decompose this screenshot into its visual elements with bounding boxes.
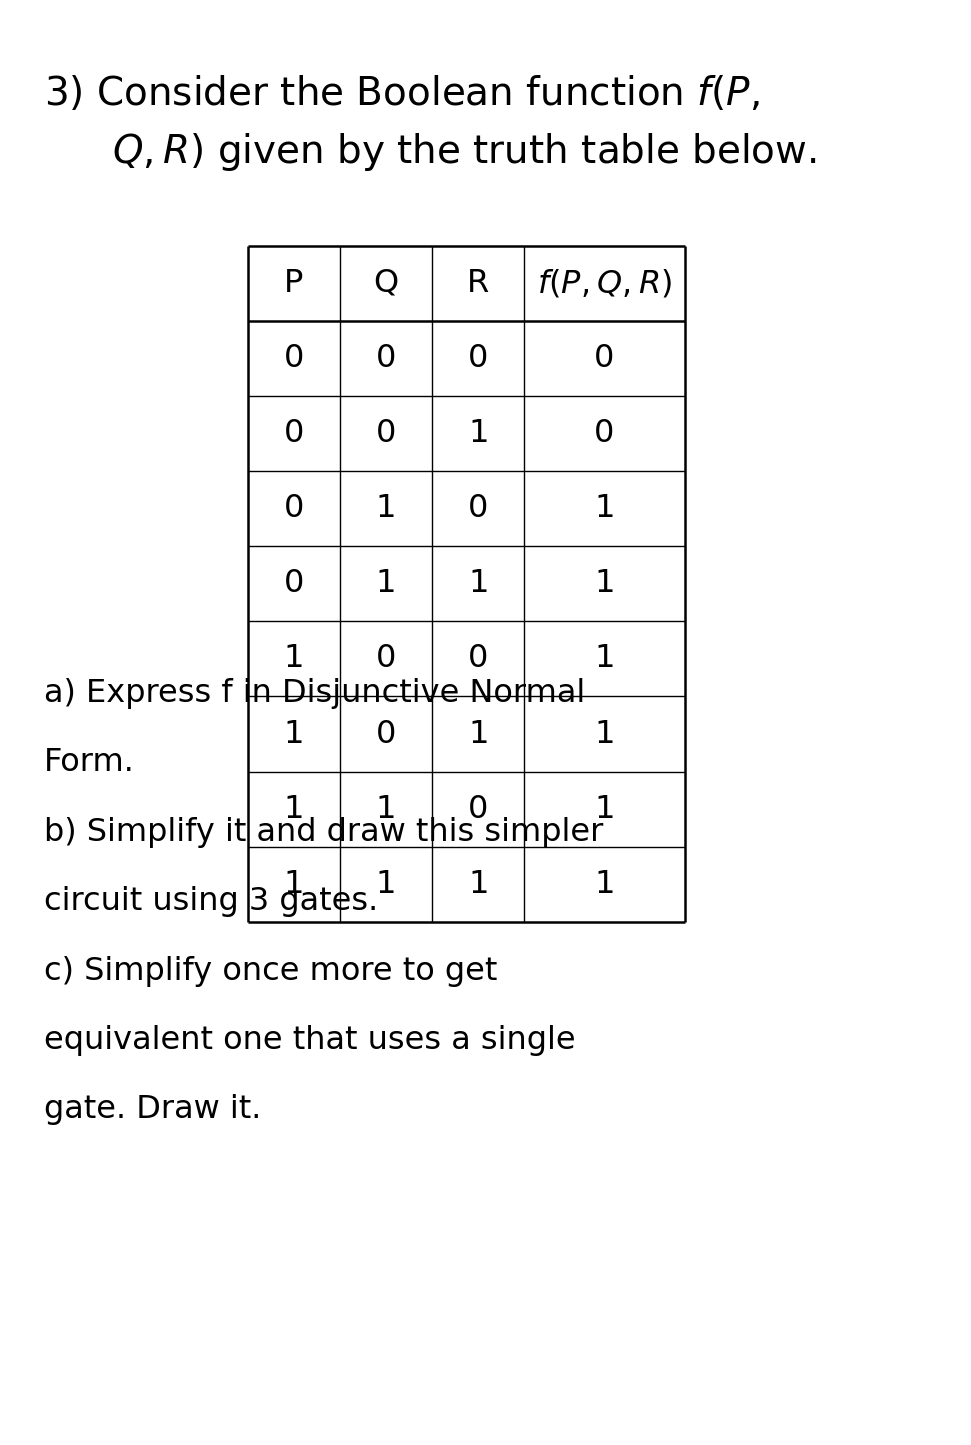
Text: 0: 0 (468, 793, 488, 825)
Text: a) Express f in Disjunctive Normal: a) Express f in Disjunctive Normal (44, 678, 585, 709)
Text: 1: 1 (594, 568, 615, 600)
Text: 1: 1 (594, 643, 615, 675)
Text: 0: 0 (284, 568, 304, 600)
Text: gate. Draw it.: gate. Draw it. (44, 1094, 261, 1126)
Text: 1: 1 (284, 643, 304, 675)
Text: 1: 1 (376, 568, 396, 600)
Text: 1: 1 (468, 718, 488, 750)
Text: R: R (467, 267, 489, 299)
Text: 1: 1 (594, 718, 615, 750)
Text: 1: 1 (284, 793, 304, 825)
Text: 3) Consider the Boolean function $\mathit{f(P,}$: 3) Consider the Boolean function $\mathi… (44, 75, 759, 113)
Text: 1: 1 (376, 793, 396, 825)
Text: $\mathit{f(P, Q, R)}$: $\mathit{f(P, Q, R)}$ (537, 267, 672, 299)
Text: c) Simplify once more to get: c) Simplify once more to get (44, 955, 497, 987)
Text: 1: 1 (594, 793, 615, 825)
Text: 1: 1 (376, 868, 396, 900)
Text: Form.: Form. (44, 747, 135, 779)
Text: circuit using 3 gates.: circuit using 3 gates. (44, 886, 378, 918)
Text: 0: 0 (284, 342, 304, 374)
Text: P: P (285, 267, 303, 299)
Text: 1: 1 (284, 718, 304, 750)
Text: 0: 0 (468, 342, 488, 374)
Text: equivalent one that uses a single: equivalent one that uses a single (44, 1025, 576, 1056)
Text: 0: 0 (376, 718, 396, 750)
Text: 1: 1 (376, 493, 396, 525)
Text: 0: 0 (594, 418, 615, 449)
Text: 1: 1 (594, 493, 615, 525)
Text: 1: 1 (594, 868, 615, 900)
Text: 0: 0 (468, 643, 488, 675)
Text: 1: 1 (468, 418, 488, 449)
Text: 0: 0 (468, 493, 488, 525)
Text: 0: 0 (376, 342, 396, 374)
Text: 0: 0 (376, 418, 396, 449)
Text: 0: 0 (594, 342, 615, 374)
Text: 0: 0 (284, 418, 304, 449)
Text: 1: 1 (468, 568, 488, 600)
Text: 1: 1 (468, 868, 488, 900)
Text: 0: 0 (376, 643, 396, 675)
Text: 1: 1 (284, 868, 304, 900)
Text: Q: Q (374, 267, 398, 299)
Text: 0: 0 (284, 493, 304, 525)
Text: b) Simplify it and draw this simpler: b) Simplify it and draw this simpler (44, 816, 603, 848)
Text: $\mathit{Q, R)}$ given by the truth table below.: $\mathit{Q, R)}$ given by the truth tabl… (112, 130, 817, 173)
